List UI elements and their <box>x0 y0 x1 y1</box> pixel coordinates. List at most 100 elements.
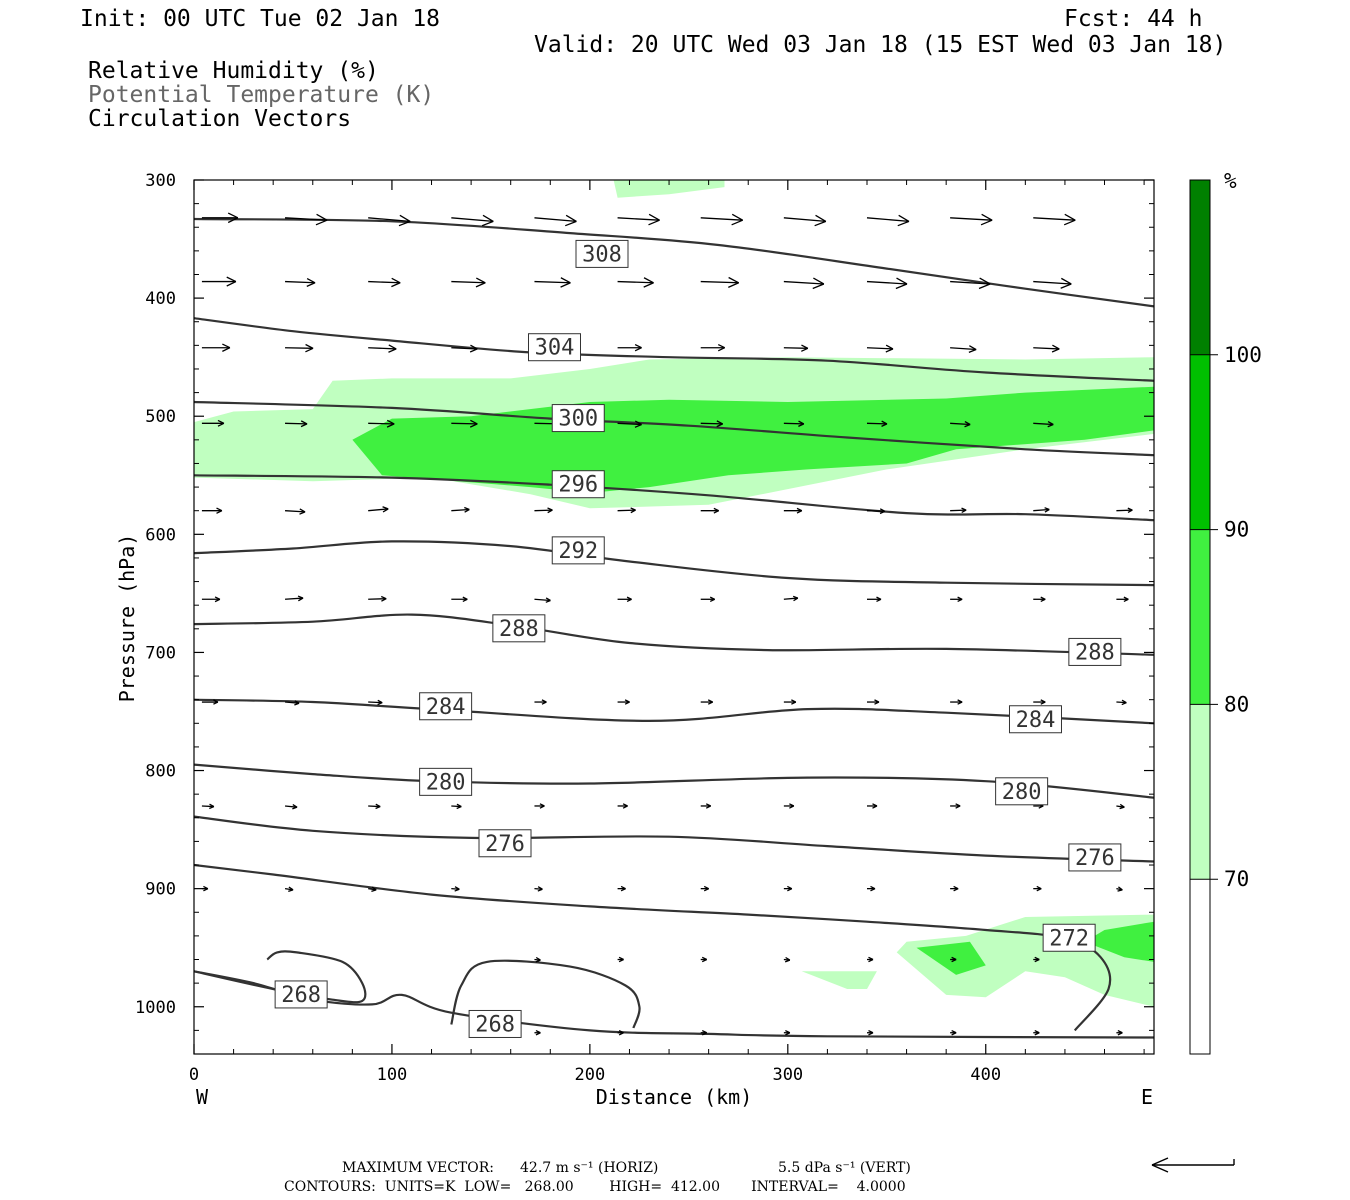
vector-head <box>1052 344 1060 350</box>
isentrope-label: 284 <box>419 692 473 721</box>
vector-shaft <box>866 347 894 350</box>
vector-arrow <box>783 803 795 809</box>
vector-head <box>537 886 543 890</box>
vector-arrow <box>1033 1029 1040 1036</box>
vector-arrow <box>950 345 977 354</box>
vector-head <box>464 506 470 511</box>
vector-shaft <box>451 347 478 350</box>
vector-arrow <box>617 213 660 226</box>
vector-arrow <box>201 699 219 705</box>
vector-head <box>624 699 630 703</box>
vector-head <box>399 214 411 222</box>
vector-head <box>951 1032 957 1036</box>
vector-arrow <box>950 699 963 705</box>
vector-shaft <box>285 217 328 221</box>
vector-head <box>953 885 959 890</box>
vector-shaft <box>368 422 395 425</box>
vector-arrow <box>368 699 383 706</box>
vector-head <box>630 509 636 514</box>
vector-shaft <box>201 805 214 808</box>
vector-shaft <box>368 280 401 284</box>
vector-head <box>881 423 888 427</box>
vector-head <box>709 596 716 600</box>
vector-head <box>535 1032 541 1036</box>
vector-arrow <box>700 420 724 428</box>
vector-head <box>951 956 957 961</box>
vector-shaft <box>1033 347 1060 350</box>
isentrope-label-box <box>551 470 605 499</box>
vector-head <box>1040 701 1046 705</box>
vector-head <box>885 344 894 350</box>
vector-head <box>705 803 712 807</box>
vector-head <box>371 889 377 892</box>
vector-arrow <box>700 507 720 514</box>
vector-arrow <box>617 343 642 352</box>
vector-head <box>791 699 797 703</box>
vector-head <box>560 277 571 284</box>
field-vectors: Circulation Vectors <box>88 106 351 132</box>
vector-head <box>785 1029 791 1034</box>
vector-head <box>874 701 880 705</box>
vector-head <box>1117 889 1123 892</box>
vector-arrow <box>866 344 894 353</box>
vector-head <box>1061 277 1072 285</box>
vector-head <box>292 806 298 810</box>
y-tick-label: 600 <box>145 525 176 545</box>
vector-shaft <box>285 280 316 284</box>
vector-head <box>634 343 642 349</box>
vector-head <box>789 805 795 809</box>
vector-head <box>469 348 478 353</box>
y-tick-label: 400 <box>145 289 176 309</box>
valid-time: Valid: 20 UTC Wed 03 Jan 18 (15 EST Wed … <box>534 32 1226 58</box>
vector-arrow <box>534 886 543 892</box>
vector-arrow <box>783 214 827 227</box>
vector-head <box>306 277 316 284</box>
vector-head <box>785 1032 791 1036</box>
isentrope-label-text: 284 <box>426 695 466 720</box>
west-label: W <box>196 1085 209 1109</box>
vector-head <box>371 886 377 891</box>
vector-arrow <box>1033 277 1072 289</box>
y-tick-label: 300 <box>145 171 176 191</box>
vector-head <box>315 219 328 226</box>
vector-shaft <box>368 598 387 600</box>
vector-head <box>798 420 805 425</box>
vector-shaft <box>783 597 798 600</box>
vector-head <box>643 277 654 284</box>
vector-arrow <box>950 277 991 290</box>
vector-head <box>879 510 886 515</box>
isentrope-label-box <box>1008 705 1062 734</box>
vector-arrow <box>451 277 486 288</box>
vector-arrow <box>783 885 793 892</box>
isentrope-label: 280 <box>995 777 1049 806</box>
vector-head <box>717 347 726 352</box>
vector-head <box>705 805 712 809</box>
vector-head <box>626 598 632 603</box>
vector-arrow <box>783 595 799 602</box>
vector-head <box>209 805 215 810</box>
vector-head <box>305 343 314 349</box>
vector-arrow <box>1116 803 1125 810</box>
vector-head <box>964 421 971 426</box>
vector-shaft <box>950 280 991 285</box>
vector-arrow <box>284 804 298 810</box>
vector-head <box>618 958 624 963</box>
colorbar-bin <box>1190 529 1210 705</box>
vector-head <box>792 595 799 599</box>
vector-arrow <box>866 214 910 227</box>
vector-shaft <box>783 347 808 349</box>
vector-arrow <box>368 886 377 892</box>
vector-arrow <box>866 508 886 515</box>
vector-arrow <box>700 1029 708 1036</box>
reference-vector-icon <box>1151 1157 1235 1173</box>
isentrope-label-box <box>575 239 629 268</box>
vector-arrow <box>617 956 624 963</box>
vector-arrow <box>534 699 547 705</box>
vector-head <box>951 958 957 963</box>
vector-head <box>716 420 724 425</box>
vector-head <box>624 701 630 705</box>
vector-shaft <box>368 508 389 512</box>
vector-head <box>961 509 967 514</box>
isentrope-label: 268 <box>274 980 328 1009</box>
colorbar-frame <box>1189 179 1211 1055</box>
